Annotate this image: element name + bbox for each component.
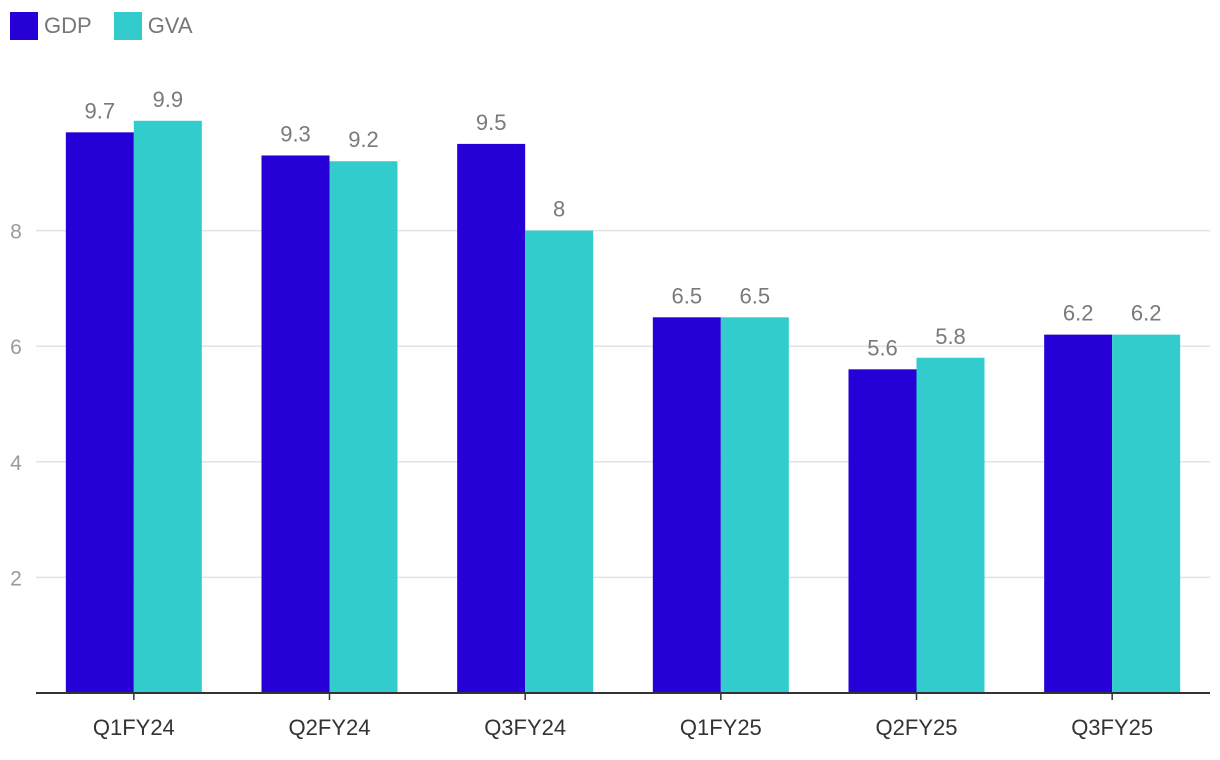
data-label: 9.3 bbox=[280, 121, 311, 146]
chart-legend: GDP GVA bbox=[10, 12, 215, 40]
bar-gva bbox=[133, 120, 202, 693]
bar-gva bbox=[720, 317, 789, 693]
bar-gva bbox=[525, 230, 594, 693]
legend-label-gdp: GDP bbox=[44, 13, 92, 38]
x-tick-label: Q2FY25 bbox=[876, 715, 958, 740]
data-label: 6.2 bbox=[1131, 301, 1162, 326]
y-tick-label: 4 bbox=[10, 452, 22, 475]
bar-gva bbox=[916, 357, 985, 693]
legend-label-gva: GVA bbox=[147, 13, 193, 38]
data-label: 9.5 bbox=[476, 110, 507, 135]
legend-item-gva[interactable]: GVA bbox=[113, 12, 193, 40]
bar-gdp bbox=[261, 155, 330, 693]
bar-gdp bbox=[848, 369, 917, 693]
data-label: 6.2 bbox=[1063, 301, 1094, 326]
x-tick-label: Q1FY25 bbox=[680, 715, 762, 740]
x-tick-label: Q3FY25 bbox=[1071, 715, 1153, 740]
x-tick-label: Q1FY24 bbox=[93, 715, 175, 740]
bar-gva bbox=[329, 161, 398, 694]
data-label: 9.2 bbox=[348, 127, 379, 152]
data-label: 6.5 bbox=[672, 283, 703, 308]
x-tick-label: Q3FY24 bbox=[484, 715, 566, 740]
bar-gdp bbox=[457, 143, 526, 693]
data-label: 5.8 bbox=[935, 324, 966, 349]
data-label: 9.7 bbox=[85, 98, 116, 123]
legend-swatch-gdp bbox=[10, 12, 38, 40]
y-tick-label: 6 bbox=[10, 336, 22, 359]
data-label: 5.6 bbox=[867, 335, 898, 360]
data-label: 6.5 bbox=[740, 283, 771, 308]
data-label: 9.9 bbox=[153, 87, 184, 112]
y-tick-label: 2 bbox=[10, 567, 22, 590]
x-tick-label: Q2FY24 bbox=[289, 715, 371, 740]
bar-gdp bbox=[1044, 334, 1113, 693]
legend-item-gdp[interactable]: GDP bbox=[10, 12, 92, 40]
bar-gva bbox=[1112, 334, 1181, 693]
bar-gdp bbox=[65, 132, 134, 694]
legend-swatch-gva bbox=[113, 12, 142, 40]
bar-gdp bbox=[652, 317, 721, 693]
y-tick-label: 8 bbox=[10, 221, 22, 244]
data-label: 8 bbox=[553, 197, 565, 222]
